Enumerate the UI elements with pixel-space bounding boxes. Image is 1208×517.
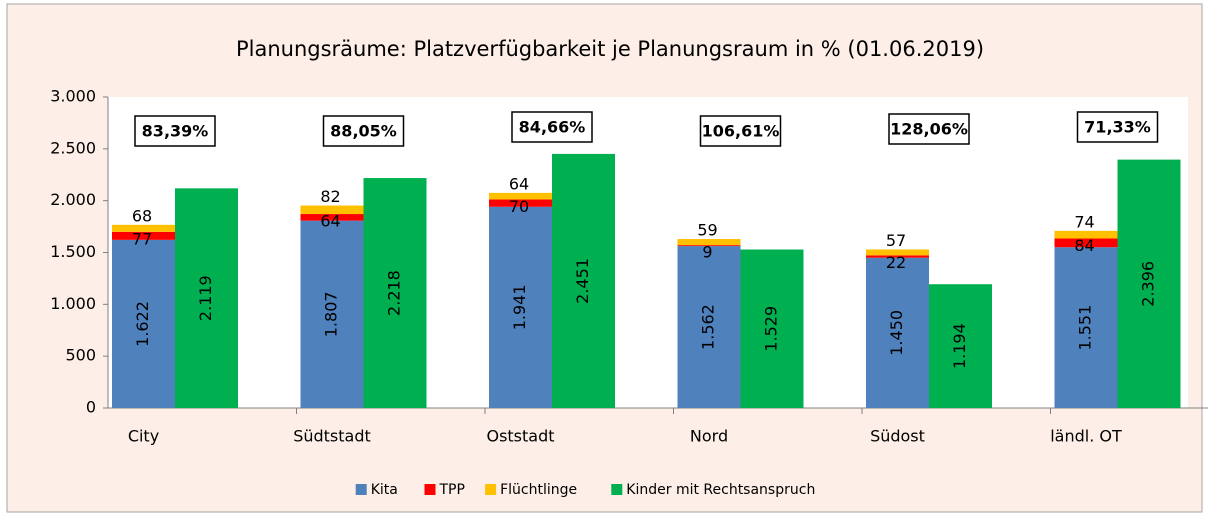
bar-segment	[929, 284, 992, 408]
y-tick-label: 0	[86, 398, 96, 417]
annotation: 71,33%	[1084, 118, 1151, 137]
data-label: 2.396	[1139, 261, 1158, 307]
bar-segment	[677, 246, 741, 408]
annotation-box	[699, 115, 782, 147]
annotation: 83,39%	[142, 122, 209, 141]
data-label: 2.451	[573, 258, 592, 304]
annotation-box	[134, 115, 216, 147]
data-label: 68	[132, 206, 152, 225]
x-tick-label: Südtstadt	[293, 427, 371, 446]
legend-label: Kita	[371, 482, 398, 498]
annotation: 88,05%	[330, 122, 397, 141]
bar-segment	[300, 205, 364, 215]
bar-segment	[112, 224, 175, 232]
data-label: 1.194	[950, 323, 969, 369]
data-label: 1.551	[1076, 305, 1095, 351]
y-tick-label: 2.500	[50, 138, 96, 157]
bar-segment	[175, 188, 238, 408]
bar-segment	[363, 178, 427, 408]
bar-segment	[740, 249, 804, 408]
data-label: 70	[509, 197, 529, 216]
bar-segment	[112, 239, 175, 408]
bar-segment	[552, 153, 615, 408]
bar-segment	[1117, 159, 1181, 408]
data-label: 2.119	[196, 275, 215, 321]
x-tick-label: Nord	[690, 427, 728, 446]
y-tick-label: 500	[65, 346, 96, 365]
bar-segment	[112, 231, 175, 240]
x-tick-label: ländl. OT	[1050, 427, 1122, 446]
x-tick-label: Südost	[870, 427, 925, 446]
x-tick-label: City	[128, 427, 159, 446]
data-label: 1.941	[510, 284, 529, 330]
data-label: 77	[132, 229, 152, 248]
data-label: 9	[702, 243, 712, 262]
annotation-box	[322, 115, 405, 147]
bar-segment	[1054, 230, 1118, 239]
annotation: 106,61%	[702, 122, 780, 141]
y-tick-label: 1.500	[50, 242, 96, 261]
legend-swatch	[355, 484, 367, 495]
bar-segment	[1054, 238, 1118, 248]
legend-label: Flüchtlinge	[500, 482, 577, 498]
bar-segment	[677, 239, 741, 246]
legend-swatch	[424, 484, 436, 495]
annotation-box	[1076, 111, 1159, 143]
bar-segment	[866, 249, 929, 256]
plot-area	[108, 97, 1188, 408]
annotation-box	[511, 111, 593, 143]
bar-segment	[1054, 247, 1118, 408]
data-label: 74	[1074, 212, 1094, 231]
bar-segment	[489, 192, 552, 200]
data-label: 64	[509, 174, 529, 193]
annotation-box	[888, 113, 970, 145]
bar-segment	[300, 220, 364, 408]
legend-swatch	[611, 484, 623, 495]
bar-segment	[489, 199, 552, 207]
data-label: 1.562	[699, 304, 718, 350]
bar-segment	[300, 214, 364, 221]
bar-segment	[489, 206, 552, 408]
data-label: 84	[1074, 236, 1094, 255]
data-label: 1.807	[322, 291, 341, 337]
data-label: 22	[886, 253, 906, 272]
data-label: 57	[886, 231, 906, 250]
bar-segment	[866, 255, 929, 258]
data-label: 1.622	[133, 301, 152, 347]
data-label: 64	[320, 212, 340, 231]
data-label: 82	[320, 187, 340, 206]
annotation: 128,06%	[890, 120, 968, 139]
data-label: 59	[697, 221, 717, 240]
data-label: 1.450	[887, 310, 906, 356]
y-tick-label: 1.000	[50, 294, 96, 313]
legend-label: Kinder mit Rechtsanspruch	[626, 482, 815, 498]
y-tick-label: 3.000	[50, 87, 96, 106]
y-tick-label: 2.000	[50, 190, 96, 209]
x-tick-label: Oststadt	[486, 427, 554, 446]
chart-title: Planungsräume: Platzverfügbarkeit je Pla…	[236, 37, 984, 61]
data-label: 2.218	[385, 270, 404, 316]
data-label: 1.529	[762, 306, 781, 352]
bar-segment	[677, 245, 741, 247]
bar-segment	[866, 257, 929, 408]
annotation: 84,66%	[519, 118, 586, 137]
legend-label: TPP	[439, 482, 465, 498]
legend-swatch	[485, 484, 497, 495]
